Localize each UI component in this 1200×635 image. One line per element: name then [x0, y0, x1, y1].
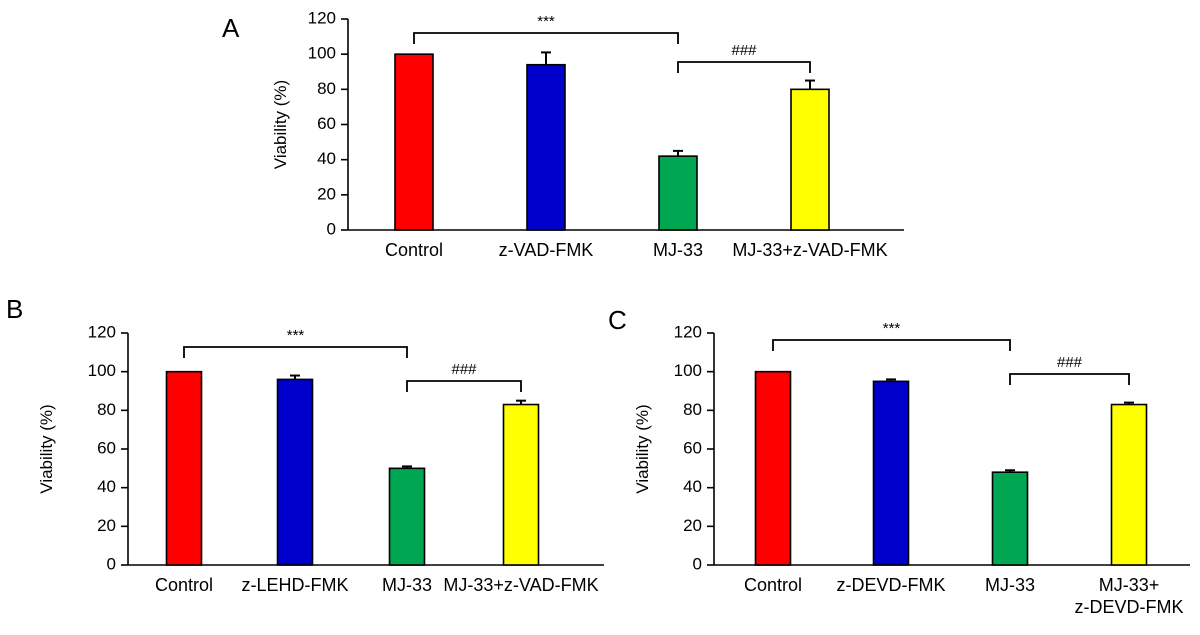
bar [1110, 403, 1148, 566]
category-label: Control [744, 575, 802, 595]
y-tick-label: 40 [97, 477, 116, 496]
chart-panel-a: A 0 20 40 60 80 100 120 Viability (%) Control z-VA… [222, 8, 904, 260]
y-tick-label: 20 [97, 516, 116, 535]
y-tick-label: 20 [317, 184, 336, 203]
y-tick-label: 100 [674, 361, 702, 380]
significance-bracket [183, 346, 408, 358]
y-tick-label: 0 [693, 554, 702, 573]
panel-letter: B [6, 294, 23, 324]
y-tick-label: 80 [97, 400, 116, 419]
y-tick-label: 40 [317, 149, 336, 168]
y-axis-title: Viability (%) [633, 404, 652, 493]
bar [165, 370, 203, 566]
category-label: MJ-33 [382, 575, 432, 595]
bar [388, 467, 426, 566]
chart-panel-c: C 0 20 40 60 80 100 120 Viability (%) Control z-DE… [608, 305, 1190, 617]
category-label: Control [155, 575, 213, 595]
y-tick-label: 100 [88, 361, 116, 380]
y-tick-label: 20 [683, 516, 702, 535]
y-tick-label: 120 [88, 322, 116, 341]
bar [276, 378, 314, 566]
significance-bracket [772, 339, 1011, 351]
category-label: MJ-33 [985, 575, 1035, 595]
significance-label: *** [287, 327, 305, 344]
bar [991, 471, 1029, 566]
significance-label: ### [1057, 354, 1083, 371]
category-label: MJ-33+z-VAD-FMK [732, 240, 887, 260]
significance-bracket [1009, 373, 1130, 385]
significance-label: *** [537, 13, 555, 30]
y-tick-label: 60 [317, 114, 336, 133]
category-label: z-VAD-FMK [499, 240, 594, 260]
significance-bracket [413, 32, 679, 44]
significance-bracket [677, 61, 811, 73]
y-tick-label: 60 [97, 438, 116, 457]
y-tick-label: 40 [683, 477, 702, 496]
y-tick-label: 0 [107, 554, 116, 573]
y-tick-label: 0 [327, 219, 336, 238]
bar [502, 403, 540, 566]
significance-label: ### [451, 361, 477, 378]
panel-letter: C [608, 305, 627, 335]
bar [754, 370, 792, 566]
y-tick-label: 80 [683, 400, 702, 419]
y-tick-label: 100 [308, 44, 336, 63]
chart-panel-b: B 0 20 40 60 80 100 120 Viability (%) Control z-LE… [6, 294, 604, 595]
category-label: Control [385, 240, 443, 260]
category-label: z-LEHD-FMK [242, 575, 349, 595]
bar [658, 155, 698, 231]
y-tick-label: 120 [674, 322, 702, 341]
bar [790, 88, 830, 231]
significance-label: *** [883, 320, 901, 337]
y-axis-title: Viability (%) [271, 80, 290, 169]
y-tick-label: 60 [683, 438, 702, 457]
category-label: MJ-33+z-VAD-FMK [443, 575, 598, 595]
panel-letter: A [222, 13, 240, 43]
significance-label: ### [731, 42, 757, 59]
significance-bracket [406, 380, 522, 392]
bar [526, 63, 566, 231]
category-label: MJ-33+ z-DEVD-FMK [1075, 575, 1184, 617]
y-tick-label: 80 [317, 79, 336, 98]
bar [394, 53, 434, 231]
category-label: MJ-33 [653, 240, 703, 260]
y-tick-label: 120 [308, 8, 336, 27]
bar [872, 380, 910, 566]
y-axis-title: Viability (%) [37, 404, 56, 493]
category-label: z-DEVD-FMK [837, 575, 946, 595]
